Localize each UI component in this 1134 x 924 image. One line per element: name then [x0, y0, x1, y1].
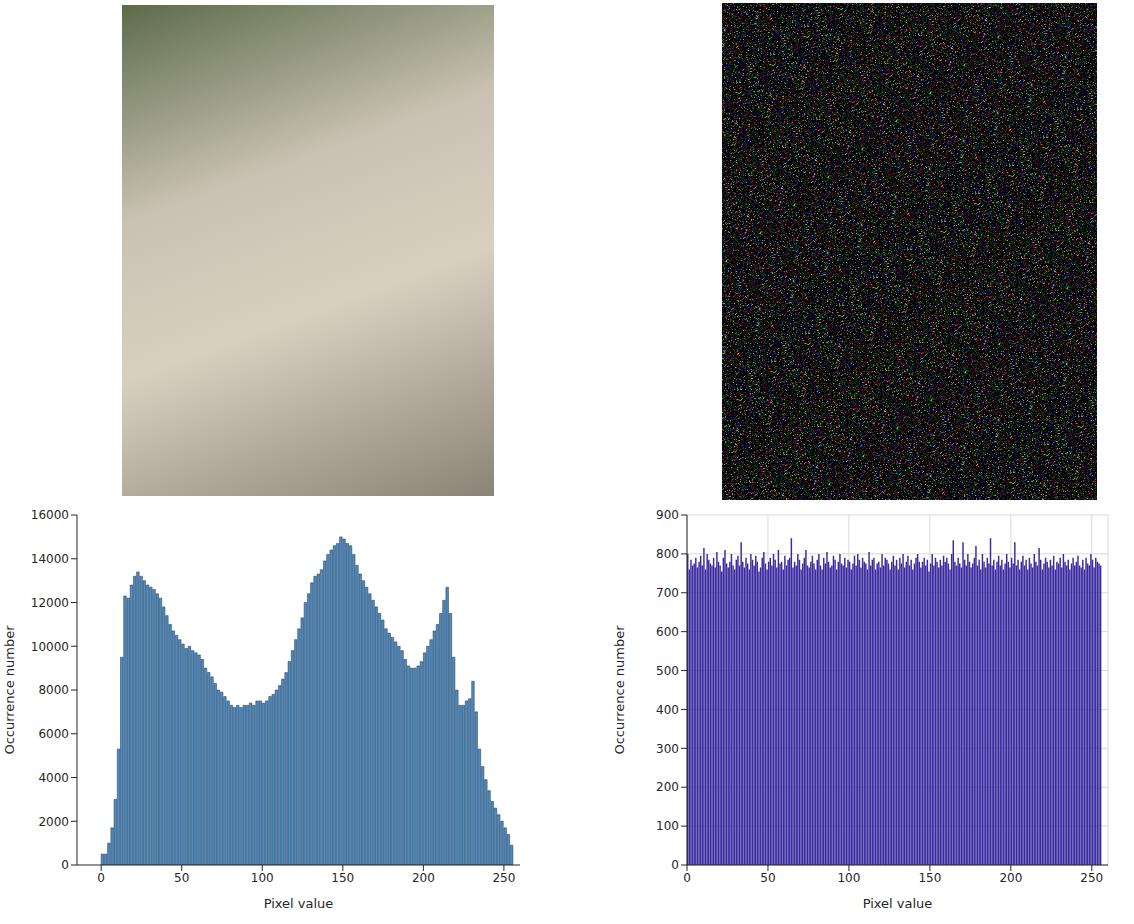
svg-text:Occurrence number: Occurrence number	[612, 625, 627, 755]
svg-text:0: 0	[97, 871, 105, 885]
svg-text:6000: 6000	[38, 727, 69, 741]
svg-text:400: 400	[656, 703, 679, 717]
svg-text:Pixel value: Pixel value	[264, 896, 334, 911]
svg-text:200: 200	[999, 871, 1022, 885]
svg-text:300: 300	[656, 742, 679, 756]
svg-text:500: 500	[656, 664, 679, 678]
svg-text:4000: 4000	[38, 771, 69, 785]
svg-text:800: 800	[656, 547, 679, 561]
svg-text:100: 100	[837, 871, 860, 885]
svg-text:50: 50	[760, 871, 775, 885]
svg-text:14000: 14000	[31, 552, 69, 566]
svg-text:8000: 8000	[38, 683, 69, 697]
svg-text:Pixel value: Pixel value	[863, 896, 933, 911]
svg-text:0: 0	[683, 871, 691, 885]
svg-text:200: 200	[656, 780, 679, 794]
svg-text:250: 250	[1080, 871, 1103, 885]
svg-text:200: 200	[412, 871, 435, 885]
svg-text:250: 250	[492, 871, 515, 885]
svg-text:100: 100	[656, 819, 679, 833]
svg-text:900: 900	[656, 508, 679, 522]
svg-text:10000: 10000	[31, 640, 69, 654]
svg-text:16000: 16000	[31, 508, 69, 522]
svg-text:0: 0	[671, 858, 679, 872]
svg-text:0: 0	[61, 858, 69, 872]
svg-text:50: 50	[174, 871, 189, 885]
svg-text:700: 700	[656, 586, 679, 600]
svg-text:150: 150	[918, 871, 941, 885]
svg-text:100: 100	[251, 871, 274, 885]
svg-text:600: 600	[656, 625, 679, 639]
svg-text:12000: 12000	[31, 596, 69, 610]
svg-text:Occurrence number: Occurrence number	[2, 625, 17, 755]
svg-text:2000: 2000	[38, 815, 69, 829]
svg-text:150: 150	[331, 871, 354, 885]
